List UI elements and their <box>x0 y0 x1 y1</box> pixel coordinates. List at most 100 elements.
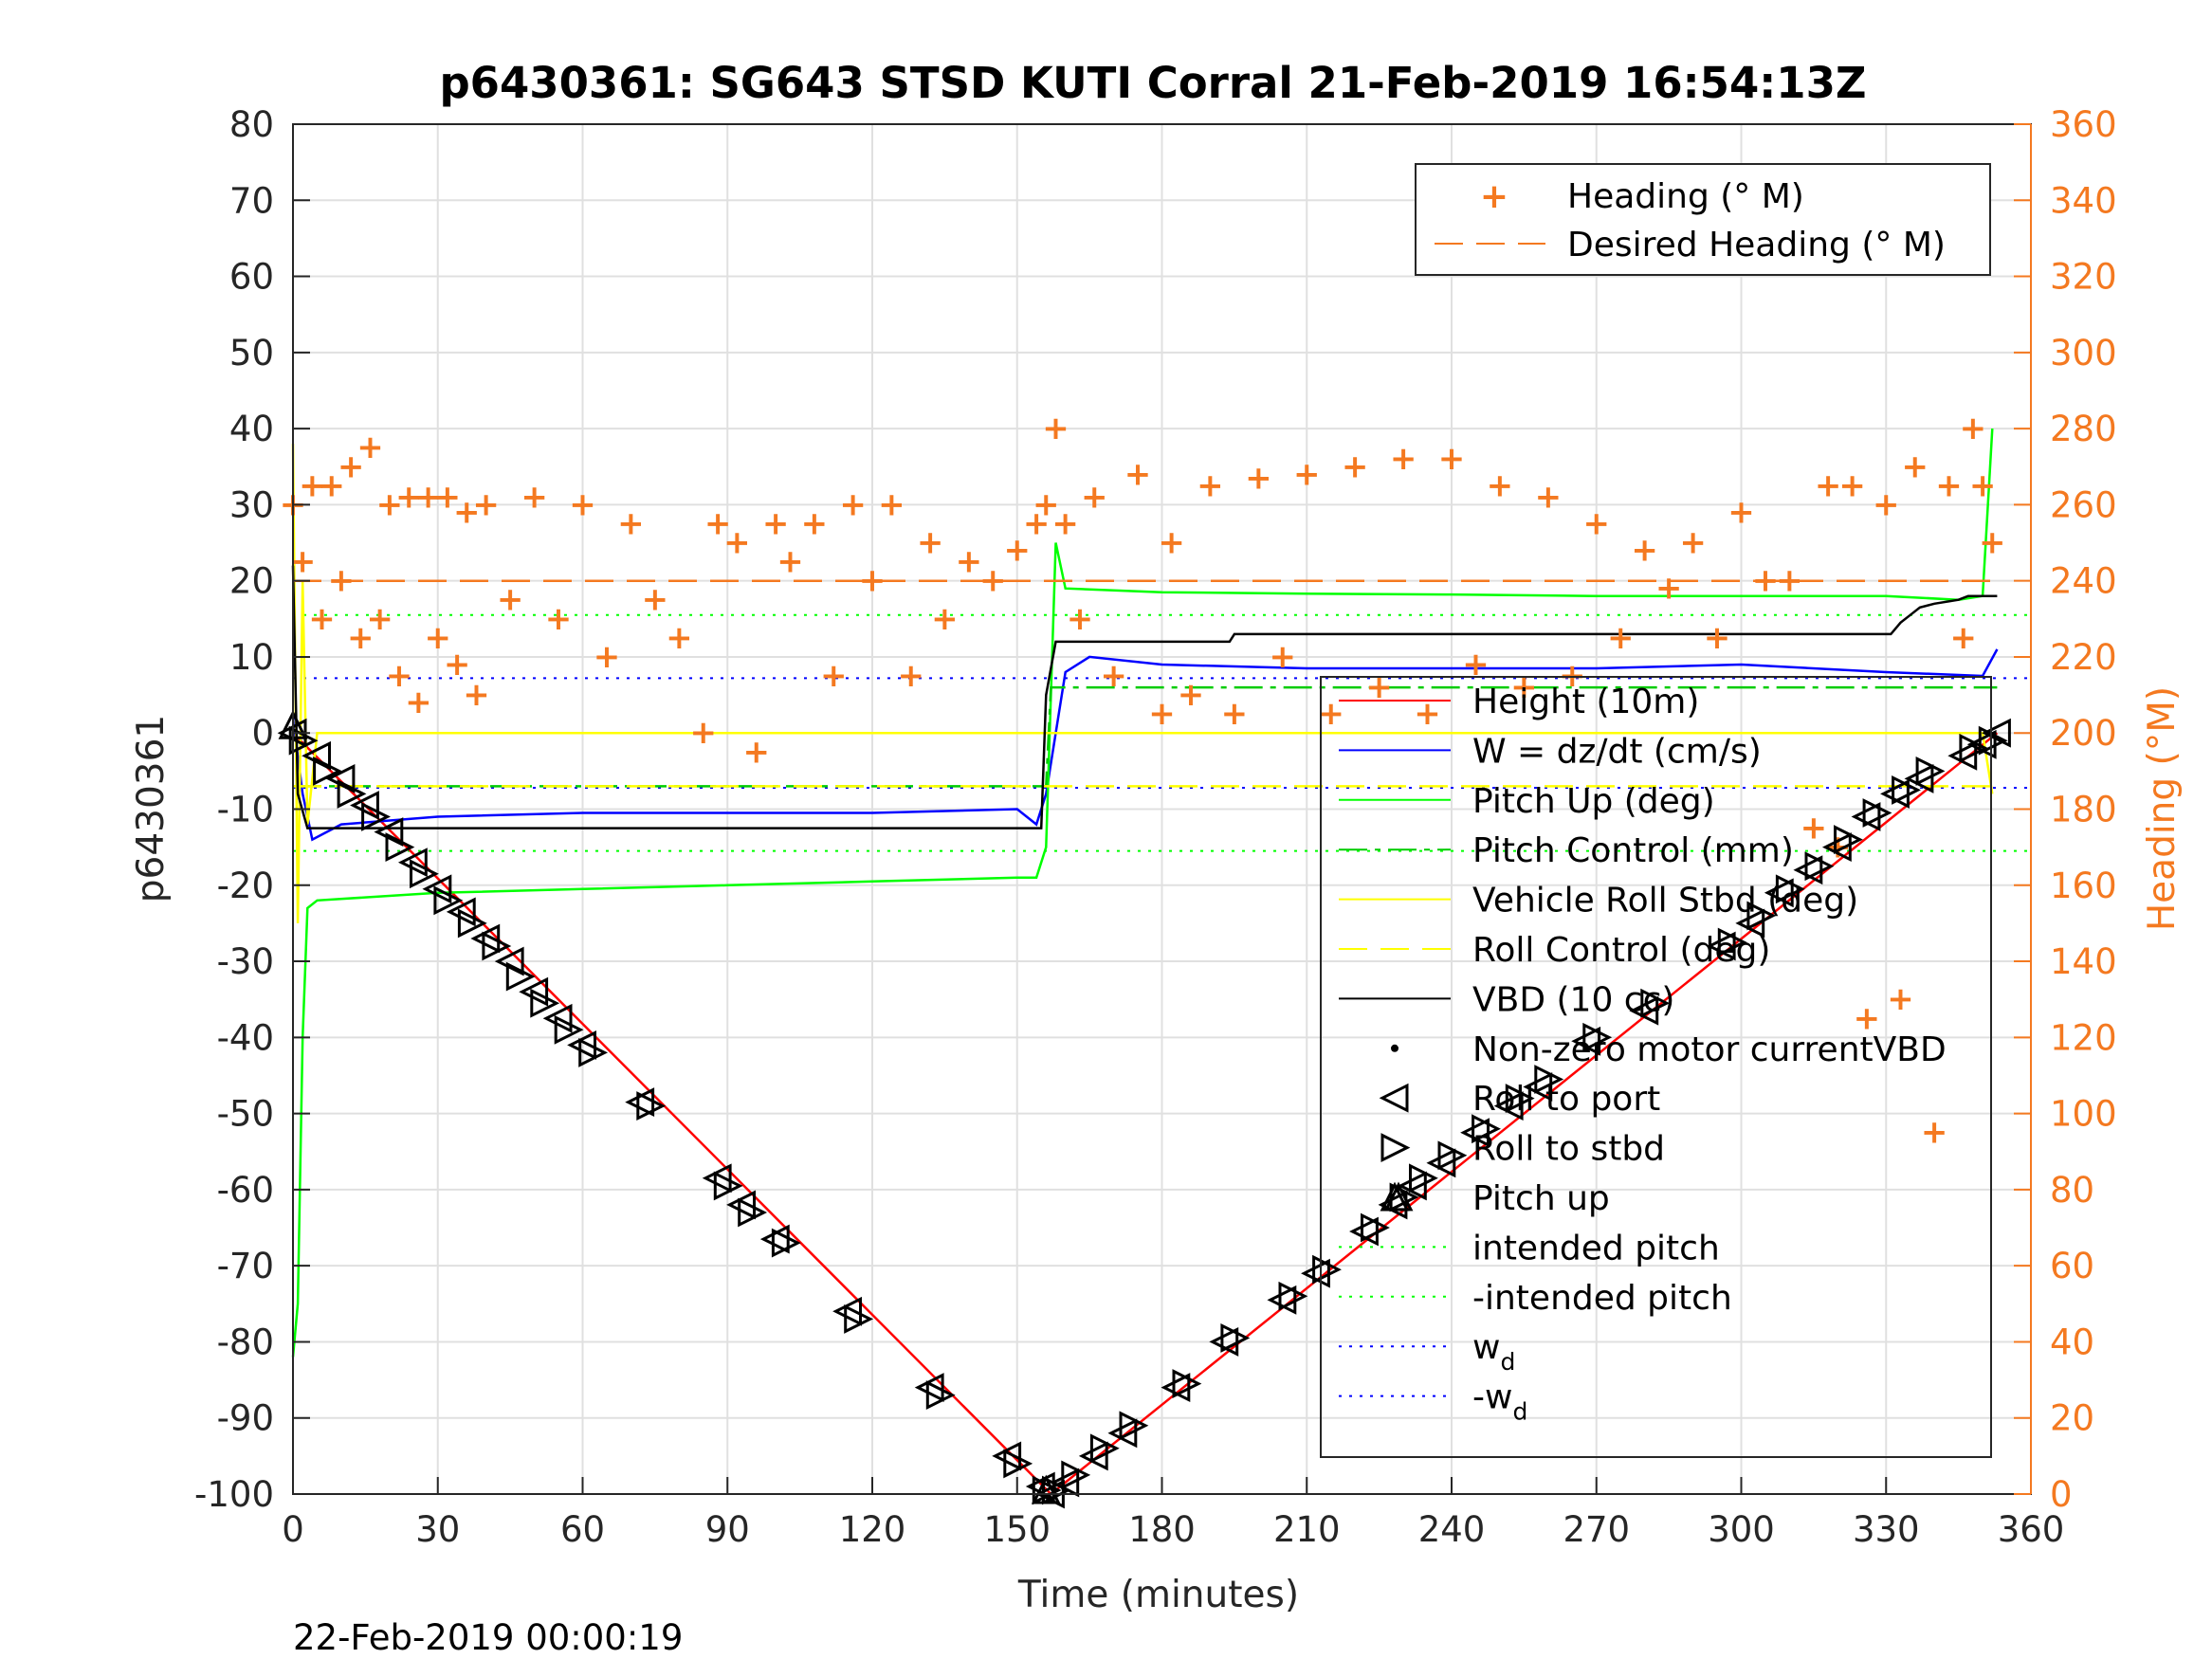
heading-point: + <box>347 619 375 657</box>
y2-tick-label: 240 <box>2050 561 2117 602</box>
heading-point: + <box>395 478 423 516</box>
roll-to-stbd-marker <box>1472 1114 1501 1144</box>
legend-label: Roll Control (deg) <box>1472 931 1770 970</box>
x-tick-label: 270 <box>1563 1509 1630 1550</box>
heading-point: + <box>1293 455 1321 493</box>
heading-point: + <box>356 428 384 466</box>
heading-point: + <box>1004 532 1032 570</box>
roll-to-port-marker <box>832 1296 862 1326</box>
heading-point: + <box>1679 524 1707 562</box>
heading-point: + <box>1033 485 1060 523</box>
legend-swatch <box>1379 1083 1409 1113</box>
heading-point: + <box>497 581 524 619</box>
roll-to-stbd-marker <box>1361 1212 1390 1243</box>
heading-point: + <box>1390 440 1417 478</box>
y2-tick-label: 60 <box>2050 1246 2094 1286</box>
y2-tick-label: 40 <box>2050 1322 2094 1362</box>
y-tick-label: 30 <box>229 484 274 525</box>
y-tick-label: -50 <box>217 1094 274 1135</box>
heading-point: + <box>1801 810 1828 848</box>
y2-tick-label: 260 <box>2050 484 2117 525</box>
y-tick-label: -30 <box>217 941 274 982</box>
heading-point: + <box>897 657 924 695</box>
heading-point: + <box>1197 466 1224 504</box>
x-tick-label: 330 <box>1853 1509 1920 1550</box>
roll-to-stbd-marker <box>433 885 464 916</box>
legend-label: Non-zero motor currentVBD <box>1472 1030 1947 1069</box>
y2-tick-label: 20 <box>2050 1398 2094 1439</box>
roll-to-stbd-marker <box>505 961 536 992</box>
roll-to-port-marker <box>470 923 501 954</box>
y2-tick-label: 100 <box>2050 1094 2117 1135</box>
heading-point: + <box>690 714 718 752</box>
heading-point: + <box>1270 638 1297 676</box>
heading-point: + <box>1815 466 1842 504</box>
footer-timestamp: 22-Feb-2019 00:00:19 <box>293 1617 683 1658</box>
legend-label: wd <box>1472 1328 1515 1376</box>
roll-to-port-marker <box>1947 740 1978 771</box>
heading-point: + <box>1704 619 1731 657</box>
heading-point: + <box>1838 466 1866 504</box>
pitch-up-deg-series <box>291 428 1994 1358</box>
heading-point: + <box>704 504 732 542</box>
roll-to-stbd-marker <box>1409 1163 1438 1194</box>
heading-point: + <box>318 466 345 504</box>
legend-heading-marker: + <box>1480 177 1508 216</box>
heading-point: + <box>931 600 959 638</box>
y-tick-label: 0 <box>251 713 274 754</box>
roll-to-stbd-marker <box>1003 1449 1033 1479</box>
heading-point: + <box>545 600 573 638</box>
y-tick-label: -20 <box>217 866 274 906</box>
legend-label: Pitch Control (mm) <box>1472 831 1794 870</box>
y2-tick-label: 120 <box>2050 1017 2117 1058</box>
series-legend-box <box>1320 676 1992 1458</box>
heading-point: + <box>386 657 413 695</box>
roll-to-port-marker <box>542 1003 573 1033</box>
roll-to-stbd-marker <box>578 1037 609 1067</box>
legend-label: W = dz/dt (cm/s) <box>1472 732 1762 771</box>
roll-to-stbd-marker <box>1582 1022 1613 1052</box>
y-tick-label: -60 <box>217 1170 274 1211</box>
heading-point: + <box>1607 619 1635 657</box>
y-tick-label: -10 <box>217 790 274 830</box>
legend-label-subscript: d <box>1512 1398 1527 1426</box>
roll-to-stbd-marker <box>361 802 391 831</box>
y-tick-label: 80 <box>229 104 274 145</box>
heading-point: + <box>1124 455 1152 493</box>
heading-point: + <box>405 684 432 721</box>
heading-point: + <box>1042 410 1069 447</box>
heading-point: + <box>1158 524 1185 562</box>
heading-legend-box <box>1415 163 1991 276</box>
heading-point: + <box>338 447 365 485</box>
series-legend: Height (10m) W = dz/dt (cm/s) Pitch Up (de… <box>1320 676 1992 1458</box>
roll-to-stbd-marker <box>1978 725 2008 756</box>
roll-to-port-marker <box>1821 832 1852 863</box>
x-tick-label: 210 <box>1273 1509 1341 1550</box>
roll-to-stbd-marker <box>1959 733 1989 763</box>
heading-point: + <box>1960 410 1987 447</box>
x-tick-label: 30 <box>415 1509 460 1550</box>
y2-tick-label: 300 <box>2050 333 2117 374</box>
legend-label: Pitch Up (deg) <box>1472 782 1715 821</box>
chart-title: p6430361: SG643 STSD KUTI Corral 21-Feb-… <box>439 58 1866 108</box>
roll-to-port-marker <box>1493 1091 1524 1121</box>
heading-point: + <box>1535 478 1563 516</box>
roll-to-stbd-marker <box>482 931 512 961</box>
roll-to-stbd-marker <box>1717 927 1747 957</box>
roll-to-port-marker <box>726 1190 756 1220</box>
y2-tick-label: 340 <box>2050 180 2117 221</box>
roll-to-stbd-marker <box>1746 901 1777 931</box>
legend-label: Height (10m) <box>1472 683 1699 721</box>
legend-label: Vehicle Roll Stbd (deg) <box>1472 882 1858 921</box>
legend-label: -intended pitch <box>1472 1279 1732 1318</box>
roll-to-stbd-marker <box>1061 1460 1091 1490</box>
y2-tick-label: 180 <box>2050 790 2117 830</box>
heading-point: + <box>1148 695 1176 733</box>
roll-to-stbd-marker <box>636 1091 667 1121</box>
heading-point: + <box>743 733 771 771</box>
roll-to-port-marker <box>567 1030 596 1060</box>
roll-to-stbd-marker <box>1534 1065 1564 1094</box>
heading-point: + <box>1342 447 1369 485</box>
legend-swatch <box>1391 1044 1398 1052</box>
